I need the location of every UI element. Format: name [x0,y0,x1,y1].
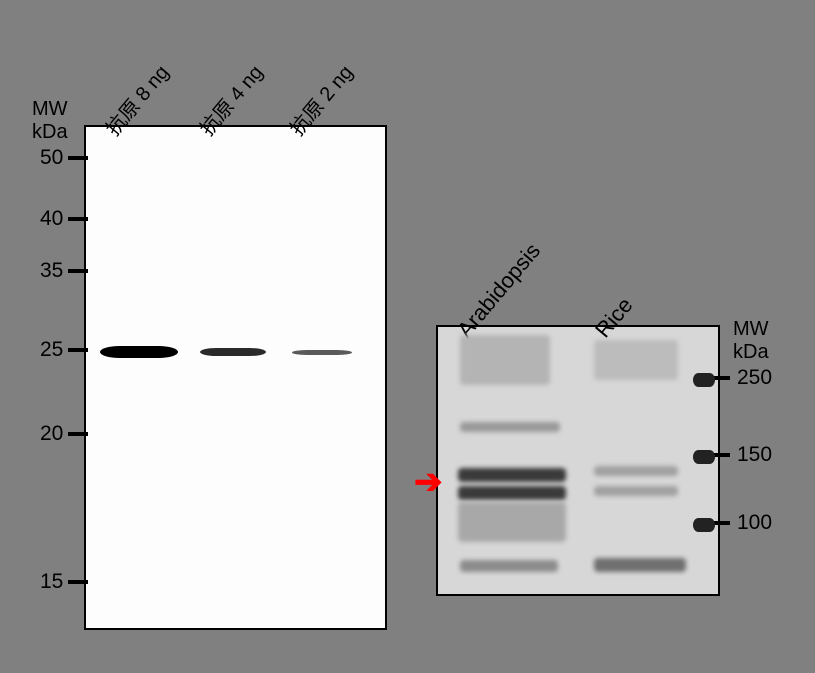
mw-tick-label: 40 [40,207,63,231]
mw-tick-label: 35 [40,259,63,283]
mw-tick-mark [68,432,88,436]
protein-smear [460,422,560,432]
mw-tick-mark [68,217,88,221]
mw-tick-label: 50 [40,146,63,170]
protein-smear [460,560,558,572]
mw-tick-mark [68,580,88,584]
mw-header-left-line1: MW [32,98,68,120]
mw-header-left-line2: kDa [32,121,68,143]
protein-smear [594,466,678,476]
protein-smear [594,558,686,572]
mw-header-right-line2: kDa [733,341,769,363]
mw-tick-label: 15 [40,570,63,594]
arrow-icon: ➔ [414,465,443,499]
mw-header-right-line1: MW [733,318,769,340]
mw-tick-mark [68,156,88,160]
mw-tick-mark [68,269,88,273]
protein-band [200,348,266,356]
mw-tick-mark [68,348,88,352]
protein-smear [594,486,678,496]
protein-band [100,346,178,358]
mw-tick-label: 20 [40,422,63,446]
protein-smear [458,502,566,542]
mw-tick-label: 150 [737,443,772,467]
protein-band [292,350,352,355]
ladder-band [693,373,715,387]
protein-smear [460,335,550,385]
mw-tick-label: 250 [737,366,772,390]
protein-smear [594,340,678,380]
mw-header-left: MW kDa [32,98,68,144]
ladder-band [693,518,715,532]
protein-smear [458,468,566,482]
mw-tick-label: 25 [40,338,63,362]
ladder-band [693,450,715,464]
protein-smear [458,486,566,500]
mw-tick-label: 100 [737,511,772,535]
blot-left-box [84,125,387,630]
mw-header-right: MW kDa [733,318,769,364]
